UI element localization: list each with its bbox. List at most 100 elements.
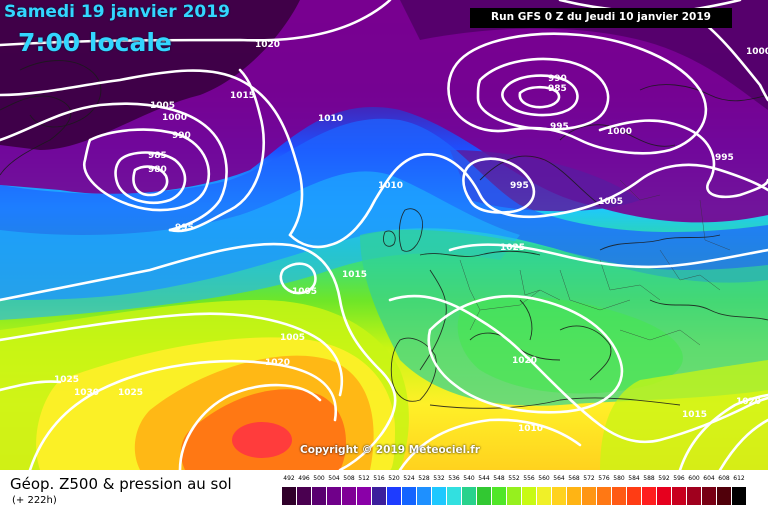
isobar-label: 1015 [342, 270, 367, 280]
legend-label: 612 [733, 475, 745, 482]
isobar-label: 1025 [54, 375, 79, 385]
isobar-label: 1000 [746, 47, 768, 57]
legend-swatch [327, 487, 342, 505]
isobar-label: 1015 [682, 410, 707, 420]
legend-label: 564 [553, 475, 565, 482]
legend-label: 608 [718, 475, 730, 482]
legend-label: 508 [343, 475, 355, 482]
legend-swatch [582, 487, 597, 505]
isobar-label: 990 [172, 131, 191, 141]
legend-swatch [507, 487, 522, 505]
isobar-label: 995 [510, 181, 529, 191]
isobar-label: 985 [548, 84, 567, 94]
forecast-time: 7:00 locale [18, 28, 172, 57]
isobar-label: 1005 [598, 197, 623, 207]
legend-swatch [342, 487, 357, 505]
isobar-label: 1000 [162, 113, 187, 123]
isobar-label: 1030 [74, 388, 99, 398]
legend-label: 568 [568, 475, 580, 482]
legend-swatches [282, 487, 752, 505]
legend-swatch [477, 487, 492, 505]
legend-label: 528 [418, 475, 430, 482]
legend-swatch [522, 487, 537, 505]
legend-label: 596 [673, 475, 685, 482]
legend-label: 540 [463, 475, 475, 482]
run-info-text: Run GFS 0 Z du Jeudi 10 janvier 2019 [491, 11, 711, 23]
legend-label: 520 [388, 475, 400, 482]
legend-label: 588 [643, 475, 655, 482]
legend-label: 580 [613, 475, 625, 482]
legend-label: 544 [478, 475, 490, 482]
legend-swatch [642, 487, 657, 505]
forecast-map: 1020 1015 1010 1005 1000 990 985 980 995… [0, 0, 768, 470]
isobar-label: 1005 [292, 287, 317, 297]
isobar-label: 1025 [118, 388, 143, 398]
isobar-label: 1000 [607, 127, 632, 137]
legend-swatch [702, 487, 717, 505]
legend-label: 556 [523, 475, 535, 482]
ridge-core-red [232, 422, 292, 458]
legend-label: 492 [283, 475, 295, 482]
legend-label: 536 [448, 475, 460, 482]
isobar-label: 1020 [512, 356, 537, 366]
isobar-label: 1020 [255, 40, 280, 50]
isobar-label: 1015 [230, 91, 255, 101]
legend-swatch [312, 487, 327, 505]
forecast-date: Samedi 19 janvier 2019 [4, 2, 230, 22]
legend-label: 560 [538, 475, 550, 482]
legend-label: 504 [328, 475, 340, 482]
lead-time: (+ 222h) [12, 495, 57, 506]
legend-swatch [402, 487, 417, 505]
legend-label: 496 [298, 475, 310, 482]
legend-swatch [282, 487, 297, 505]
legend-label: 604 [703, 475, 715, 482]
isobar-label: 995 [175, 223, 194, 233]
legend-label: 500 [313, 475, 325, 482]
legend-label: 532 [433, 475, 445, 482]
legend-swatch [372, 487, 387, 505]
legend-label: 572 [583, 475, 595, 482]
legend-swatch [297, 487, 312, 505]
isobar-label: 980 [148, 165, 167, 175]
legend-swatch [552, 487, 567, 505]
isobar-label: 985 [148, 151, 167, 161]
legend-labels: 492 496 500 504 508 512 516 520 524 528 532 536 540 5… [282, 475, 752, 485]
product-title: Géop. Z500 & pression au sol [10, 475, 232, 493]
legend-swatch [447, 487, 462, 505]
legend-swatch [732, 487, 747, 505]
legend-label: 552 [508, 475, 520, 482]
isobar-label: 1005 [150, 101, 175, 111]
run-info-box: Run GFS 0 Z du Jeudi 10 janvier 2019 [470, 8, 732, 28]
legend-label: 584 [628, 475, 640, 482]
legend-swatch [612, 487, 627, 505]
legend-label: 516 [373, 475, 385, 482]
isobar-label: 1010 [318, 114, 343, 124]
legend-label: 600 [688, 475, 700, 482]
isobar-label: 1020 [736, 397, 761, 407]
isobar-label: 1010 [518, 424, 543, 434]
geopotential-map-canvas: 1020 1015 1010 1005 1000 990 985 980 995… [0, 0, 768, 470]
legend-label: 512 [358, 475, 370, 482]
legend-swatch [537, 487, 552, 505]
isobar-label: 1020 [265, 358, 290, 368]
legend-swatch [597, 487, 612, 505]
legend-label: 592 [658, 475, 670, 482]
legend-swatch [357, 487, 372, 505]
isobar-label: 1025 [500, 243, 525, 253]
legend-label: 576 [598, 475, 610, 482]
legend-swatch [432, 487, 447, 505]
legend-swatch [492, 487, 507, 505]
legend-swatch [672, 487, 687, 505]
legend-swatch [462, 487, 477, 505]
legend-swatch [627, 487, 642, 505]
color-scale-legend: 492 496 500 504 508 512 516 520 524 528 532 536 540 5… [282, 473, 752, 509]
copyright-notice: Copyright © 2019 Meteociel.fr [300, 444, 480, 456]
legend-label: 524 [403, 475, 415, 482]
isobar-label: 995 [715, 153, 734, 163]
legend-swatch [567, 487, 582, 505]
isobar-label: 990 [548, 74, 567, 84]
med-zone-green [457, 296, 683, 394]
footer-bar: Géop. Z500 & pression au sol (+ 222h) 49… [0, 470, 768, 512]
isobar-label: 1010 [378, 181, 403, 191]
legend-swatch [417, 487, 432, 505]
